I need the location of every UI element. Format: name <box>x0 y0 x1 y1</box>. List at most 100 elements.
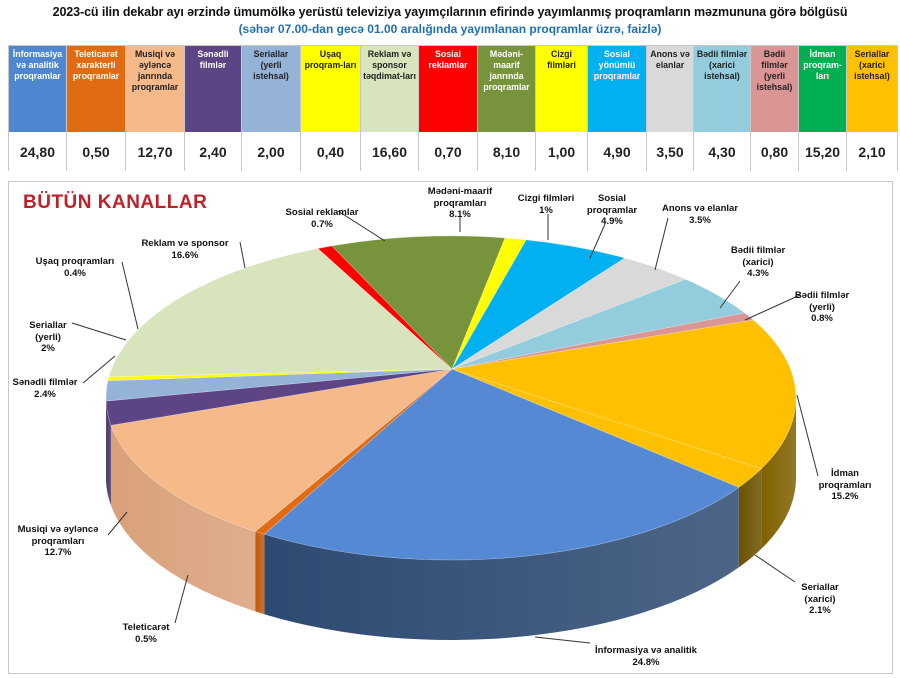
slice-label-line: 16.6% <box>171 249 199 261</box>
column-header: Anons və elanlar <box>647 46 693 132</box>
slice-label-line: Sənədli filmlər <box>12 377 78 388</box>
slice-label-line: proqramlar <box>586 204 638 216</box>
column-value: 0,70 <box>419 132 477 171</box>
slice-label-line: 12.7% <box>44 547 72 558</box>
pie-slice <box>317 245 453 370</box>
slice-label-line: Seriallar <box>29 320 67 331</box>
column-header: Teleticarət xarakterli proqramlar <box>67 46 125 132</box>
pie-slice-side <box>738 468 762 568</box>
slice-label: Cizgi filmləri 1% <box>518 193 574 216</box>
slice-label: Sosial proqramlar 4.9% <box>587 193 637 228</box>
slice-label-line: (yerli) <box>35 331 61 343</box>
table-column: Sosial reklamlar 0,70 <box>419 46 478 171</box>
table-column: Cizgi filmləri 1,00 <box>536 46 588 171</box>
leader-line <box>82 355 116 384</box>
slice-label-line: proqramları <box>818 479 872 491</box>
table-column: Mədəni-maarif janrında proqramlar 8,10 <box>478 46 536 171</box>
slice-label: Seriallar (xarici) 2.1% <box>801 582 839 617</box>
slice-label-line: 2.1% <box>809 605 831 616</box>
slice-label: Uşaq proqramları 0.4% <box>36 256 115 279</box>
slice-label-line: 0.4% <box>64 267 86 279</box>
column-header: Uşaq proqram-ları <box>301 46 360 132</box>
column-header: Reklam və sponsor təqdimat-ları <box>361 46 418 132</box>
slice-label-line: Anons və elanlar <box>661 203 739 214</box>
column-header: Sosial yönümlü proqramlar <box>588 46 646 132</box>
pie-slice-side <box>106 401 111 506</box>
slice-label-line: İdman <box>831 468 859 479</box>
slice-label-line: 0.5% <box>135 633 157 645</box>
slice-label: Mədəni-maarif proqramları 8.1% <box>428 186 492 221</box>
slice-label-line: (yerli) <box>809 301 835 313</box>
column-value: 1,00 <box>536 132 587 171</box>
slice-label: Bədii filmlər (yerli) 0.8% <box>795 290 849 325</box>
column-value: 2,10 <box>847 132 897 171</box>
slice-label: Teleticarət 0.5% <box>123 622 170 645</box>
column-header: Mədəni-maarif janrında proqramlar <box>478 46 535 132</box>
slice-label-line: 1% <box>539 204 553 216</box>
slice-label-line: Seriallar <box>801 582 839 593</box>
pie-slice-side <box>255 531 265 615</box>
column-header: Seriallar (xarici istehsal) <box>847 46 897 132</box>
slice-label-line: proqramları <box>433 197 487 209</box>
leader-line <box>754 554 796 583</box>
table-column: İdman proqram-ları 15,20 <box>799 46 847 171</box>
slice-label: Sənədli filmlər 2.4% <box>13 377 78 400</box>
slice-label-line: Teleticarət <box>122 622 170 633</box>
pie-slice <box>451 278 746 370</box>
column-header: Bədii filmlər (yerli istehsal) <box>751 46 798 132</box>
leader-line <box>107 511 128 536</box>
table-column: Seriallar (xarici istehsal) 2,10 <box>847 46 897 171</box>
pie-slice-side <box>110 425 256 612</box>
column-value: 24,80 <box>9 132 66 171</box>
leader-line <box>534 636 591 644</box>
slice-label: Seriallar (yerli) 2% <box>29 320 67 355</box>
table-column: İnformasiya və analitik proqramlar 24,80 <box>9 46 67 171</box>
slice-label-line: proqramları <box>31 535 85 547</box>
table-column: Uşaq proqram-ları 0,40 <box>301 46 361 171</box>
page-title: 2023-cü ilin dekabr ayı ərzində ümumölkə… <box>52 5 848 19</box>
slice-label-line: Musiqi və əyləncə <box>17 524 99 535</box>
leader-line <box>589 223 606 259</box>
slice-label-line: Bədii filmlər <box>730 245 786 256</box>
table-column: Sənədli filmlər 2,40 <box>185 46 242 171</box>
table-column: Bədii filmlər (xarici istehsal) 4,30 <box>694 46 751 171</box>
pie-slice <box>263 368 740 561</box>
pie-slice <box>451 312 755 370</box>
column-value: 12,70 <box>126 132 184 171</box>
pie-slice-side <box>761 398 796 549</box>
column-header: Cizgi filmləri <box>536 46 587 132</box>
leader-line <box>121 261 139 330</box>
column-value: 2,40 <box>185 132 241 171</box>
table-column: Teleticarət xarakterli proqramlar 0,50 <box>67 46 126 171</box>
slice-label: Musiqi və əyləncə proqramları 12.7% <box>18 524 99 559</box>
column-header: İnformasiya və analitik proqramlar <box>9 46 66 132</box>
slice-label-line: Sosial <box>598 193 626 204</box>
pie-slice <box>105 368 453 402</box>
slice-label-line: 0.8% <box>811 313 833 324</box>
slice-label-line: 0.7% <box>311 218 333 230</box>
slice-label: İdman proqramları 15.2% <box>819 468 872 503</box>
leader-line <box>796 394 819 477</box>
leader-line <box>174 574 189 624</box>
pie-slice <box>451 257 687 370</box>
column-value: 4,90 <box>588 132 646 171</box>
column-value: 15,20 <box>799 132 846 171</box>
page-subtitle: (səhər 07.00-dan gecə 01.00 aralığında y… <box>238 22 662 36</box>
leader-line <box>337 210 386 242</box>
column-header: Musiqi və əyləncə janrında proqramlar <box>126 46 184 132</box>
column-header: Sosial reklamlar <box>419 46 477 132</box>
pie-slice <box>108 248 453 377</box>
table-column: Reklam və sponsor təqdimat-ları 16,60 <box>361 46 419 171</box>
slice-label-line: 2% <box>41 343 55 354</box>
table-column: Sosial yönümlü proqramlar 4,90 <box>588 46 647 171</box>
slice-label-line: (xarici) <box>742 256 774 268</box>
slice-label-line: Reklam və sponsor <box>141 238 229 249</box>
pie-slice <box>254 368 453 535</box>
slice-label-line: 24.8% <box>632 656 660 668</box>
pie-slice <box>451 239 626 370</box>
column-value: 16,60 <box>361 132 418 171</box>
slice-label-line: Sosial reklamlar <box>285 207 359 218</box>
column-value: 3,50 <box>647 132 693 171</box>
slice-label-line: 15.2% <box>831 491 859 502</box>
column-header: İdman proqram-ları <box>799 46 846 132</box>
